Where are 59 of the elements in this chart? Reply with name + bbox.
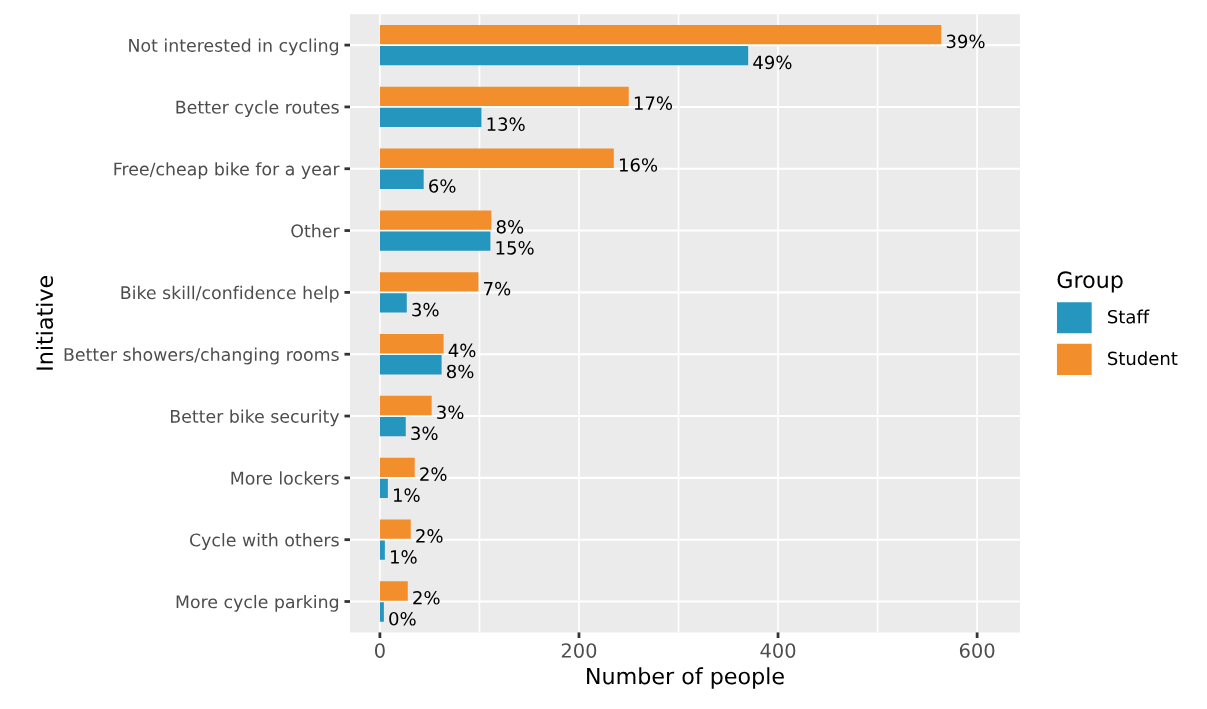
annotation: 8% (447, 364, 474, 379)
x-tick-label: 400 (760, 643, 796, 658)
annotation: 4% (448, 343, 476, 358)
x-tick-label: 0 (374, 643, 385, 658)
bar (379, 231, 491, 251)
y-axis-title: Initiative (35, 275, 54, 370)
annotation: 17% (634, 96, 673, 110)
annotation: 39% (946, 34, 985, 49)
y-tick-label: Better showers/changing rooms (64, 347, 339, 365)
bar (379, 107, 482, 128)
bar (379, 24, 942, 45)
annotation: 2% (413, 590, 440, 605)
bar (379, 581, 408, 601)
annotation: 3% (412, 302, 439, 317)
bar (379, 86, 629, 107)
annotation: 3% (411, 426, 438, 441)
y-tick-label: Better bike security (170, 409, 340, 427)
annotation: 49% (753, 55, 792, 70)
legend-title: Group (1057, 271, 1123, 293)
bar (379, 272, 479, 292)
y-tick-label: Cycle with others (189, 533, 339, 550)
annotation: 1% (394, 488, 420, 502)
annotation: 16% (619, 158, 658, 172)
y-tick-label: Better cycle routes (176, 100, 339, 118)
legend-label: Staff (1108, 309, 1150, 324)
annotation: 2% (416, 529, 443, 543)
y-tick-label: Other (291, 223, 340, 238)
bar (379, 519, 411, 539)
bar (379, 210, 492, 230)
bar (379, 169, 424, 189)
annotation: 1% (391, 550, 417, 564)
bar (379, 478, 388, 499)
bar (379, 334, 444, 354)
bar (379, 45, 749, 66)
bar (379, 148, 614, 168)
y-tick-label: Not interested in cycling (129, 38, 339, 56)
annotation: 15% (496, 240, 534, 255)
legend-label: Student (1108, 351, 1178, 366)
annotation: 13% (487, 117, 525, 131)
x-tick-label: 200 (561, 643, 597, 658)
bar (379, 540, 385, 560)
bar (379, 355, 442, 375)
x-axis-title: Number of people (587, 667, 784, 689)
annotation: 3% (437, 405, 464, 420)
annotation: 6% (429, 179, 456, 193)
bar (379, 293, 407, 313)
annotation: 2% (420, 467, 447, 481)
x-tick-label: 600 (959, 643, 995, 658)
annotation: 7% (484, 281, 511, 296)
bar (379, 416, 406, 437)
y-tick-label: More lockers (231, 471, 339, 485)
y-tick-label: More cycle parking (176, 594, 339, 612)
annotation: 8% (496, 219, 524, 234)
y-tick-label: Bike skill/confidence help (121, 285, 339, 303)
bar (379, 602, 384, 622)
y-tick-label: Free/cheap bike for a year (114, 162, 340, 179)
annotation: 0% (389, 611, 416, 626)
bar (379, 395, 432, 416)
bar (379, 457, 415, 478)
